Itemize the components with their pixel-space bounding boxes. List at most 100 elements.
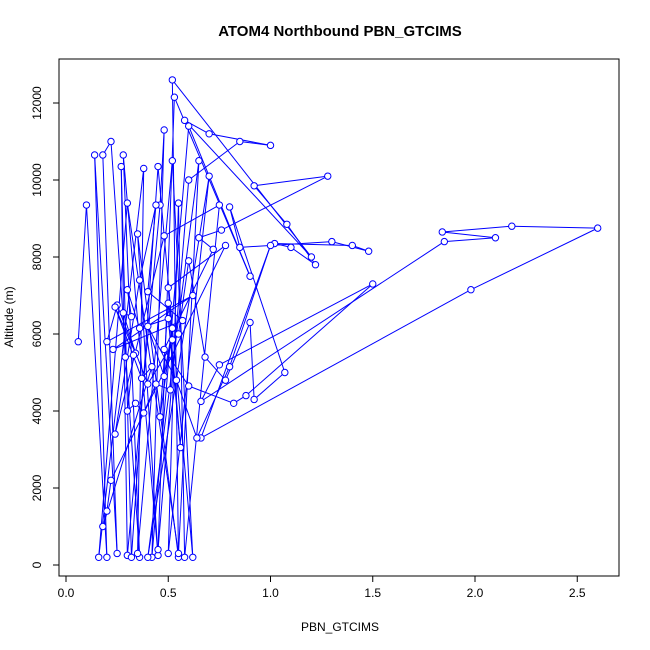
data-point bbox=[111, 303, 119, 311]
series-line-segment bbox=[98, 203, 128, 558]
y-tick-label: 2000 bbox=[30, 474, 44, 501]
series-line-segment bbox=[444, 237, 496, 243]
data-point bbox=[170, 93, 179, 101]
series-line-segment bbox=[200, 289, 472, 439]
data-point bbox=[205, 172, 213, 180]
series-line-segment bbox=[229, 206, 241, 248]
series-line-segment bbox=[114, 235, 165, 435]
data-point bbox=[144, 553, 152, 561]
data-point bbox=[160, 345, 168, 354]
data-point bbox=[250, 182, 258, 190]
series-line-segment bbox=[171, 160, 194, 558]
series-line-segment bbox=[106, 480, 112, 512]
data-point bbox=[185, 257, 193, 265]
data-point bbox=[225, 363, 234, 371]
data-point bbox=[160, 232, 168, 240]
y-tick-label: 8000 bbox=[30, 243, 44, 270]
series-line-segment bbox=[94, 154, 118, 554]
data-point bbox=[119, 309, 127, 317]
data-point bbox=[107, 137, 115, 146]
data-point bbox=[594, 224, 602, 232]
series-line-segment bbox=[77, 204, 87, 342]
data-point bbox=[123, 199, 132, 207]
data-point bbox=[246, 318, 254, 327]
data-point bbox=[369, 280, 377, 288]
series-line-segment bbox=[122, 312, 137, 354]
data-point bbox=[287, 243, 295, 252]
series-line-segment bbox=[114, 306, 143, 379]
data-point bbox=[164, 284, 172, 292]
data-point bbox=[152, 380, 160, 388]
series-line-segment bbox=[184, 119, 312, 258]
data-point bbox=[201, 353, 209, 361]
series-line-segment bbox=[85, 204, 108, 558]
series-line-segment bbox=[169, 339, 173, 390]
data-point bbox=[103, 553, 111, 561]
data-point bbox=[164, 314, 172, 323]
data-point bbox=[144, 287, 152, 296]
series-line-segment bbox=[200, 241, 445, 402]
series-line-segment bbox=[147, 326, 165, 377]
data-point bbox=[129, 351, 138, 359]
data-point bbox=[135, 324, 144, 332]
data-point bbox=[160, 372, 168, 381]
data-point bbox=[123, 407, 132, 415]
series-line-segment bbox=[442, 225, 512, 233]
data-point bbox=[99, 151, 107, 159]
series-line-segment bbox=[239, 141, 271, 146]
data-point bbox=[133, 549, 142, 558]
data-point bbox=[109, 345, 117, 354]
data-point bbox=[140, 409, 148, 417]
data-point bbox=[324, 172, 332, 180]
data-point bbox=[283, 220, 291, 228]
data-point bbox=[242, 391, 250, 400]
series-line-segment bbox=[229, 206, 286, 373]
data-point bbox=[135, 276, 144, 284]
data-point bbox=[119, 151, 127, 159]
data-point bbox=[74, 338, 82, 346]
data-point bbox=[82, 201, 91, 209]
chart-title: ATOM4 Northbound PBN_GTCIMS bbox=[218, 23, 462, 40]
data-point bbox=[197, 397, 205, 406]
data-point bbox=[307, 253, 316, 261]
data-point bbox=[156, 413, 164, 421]
series-line-segment bbox=[106, 304, 118, 342]
series-line-segment bbox=[147, 291, 183, 321]
series-line-segment bbox=[94, 154, 108, 558]
data-point bbox=[164, 549, 172, 558]
data-point bbox=[215, 201, 224, 209]
data-point bbox=[99, 522, 107, 531]
series-line-segment bbox=[120, 166, 128, 556]
series-line-segment bbox=[200, 364, 220, 402]
data-point bbox=[250, 395, 258, 404]
series-line-segment bbox=[511, 225, 598, 229]
data-point bbox=[168, 157, 177, 165]
data-point bbox=[215, 361, 224, 369]
data-point bbox=[185, 176, 193, 184]
data-point bbox=[103, 338, 111, 346]
x-tick-label: 2.0 bbox=[467, 586, 484, 600]
x-tick-label: 1.0 bbox=[262, 586, 279, 600]
series-line-segment bbox=[290, 246, 316, 266]
data-point bbox=[364, 247, 373, 255]
series-line-segment bbox=[167, 245, 226, 289]
series-line-segment bbox=[274, 243, 353, 246]
x-tick-label: 1.5 bbox=[364, 586, 381, 600]
x-tick-label: 2.5 bbox=[569, 586, 586, 600]
y-tick-label: 6000 bbox=[30, 320, 44, 347]
data-point bbox=[467, 286, 475, 294]
y-tick-label: 4000 bbox=[30, 397, 44, 424]
data-point bbox=[113, 549, 121, 558]
data-point bbox=[221, 376, 230, 384]
data-point bbox=[131, 399, 140, 407]
x-tick-label: 0.5 bbox=[160, 586, 177, 600]
series-line-segment bbox=[147, 326, 177, 381]
data-point bbox=[185, 122, 193, 130]
series-line-segment bbox=[254, 175, 328, 187]
data-point bbox=[168, 336, 177, 344]
series-line-segment bbox=[110, 141, 141, 558]
x-axis: 0.0 0.5 1.0 1.5 2.0 2.5 bbox=[58, 576, 586, 600]
data-point bbox=[107, 476, 115, 484]
data-point bbox=[174, 199, 183, 207]
